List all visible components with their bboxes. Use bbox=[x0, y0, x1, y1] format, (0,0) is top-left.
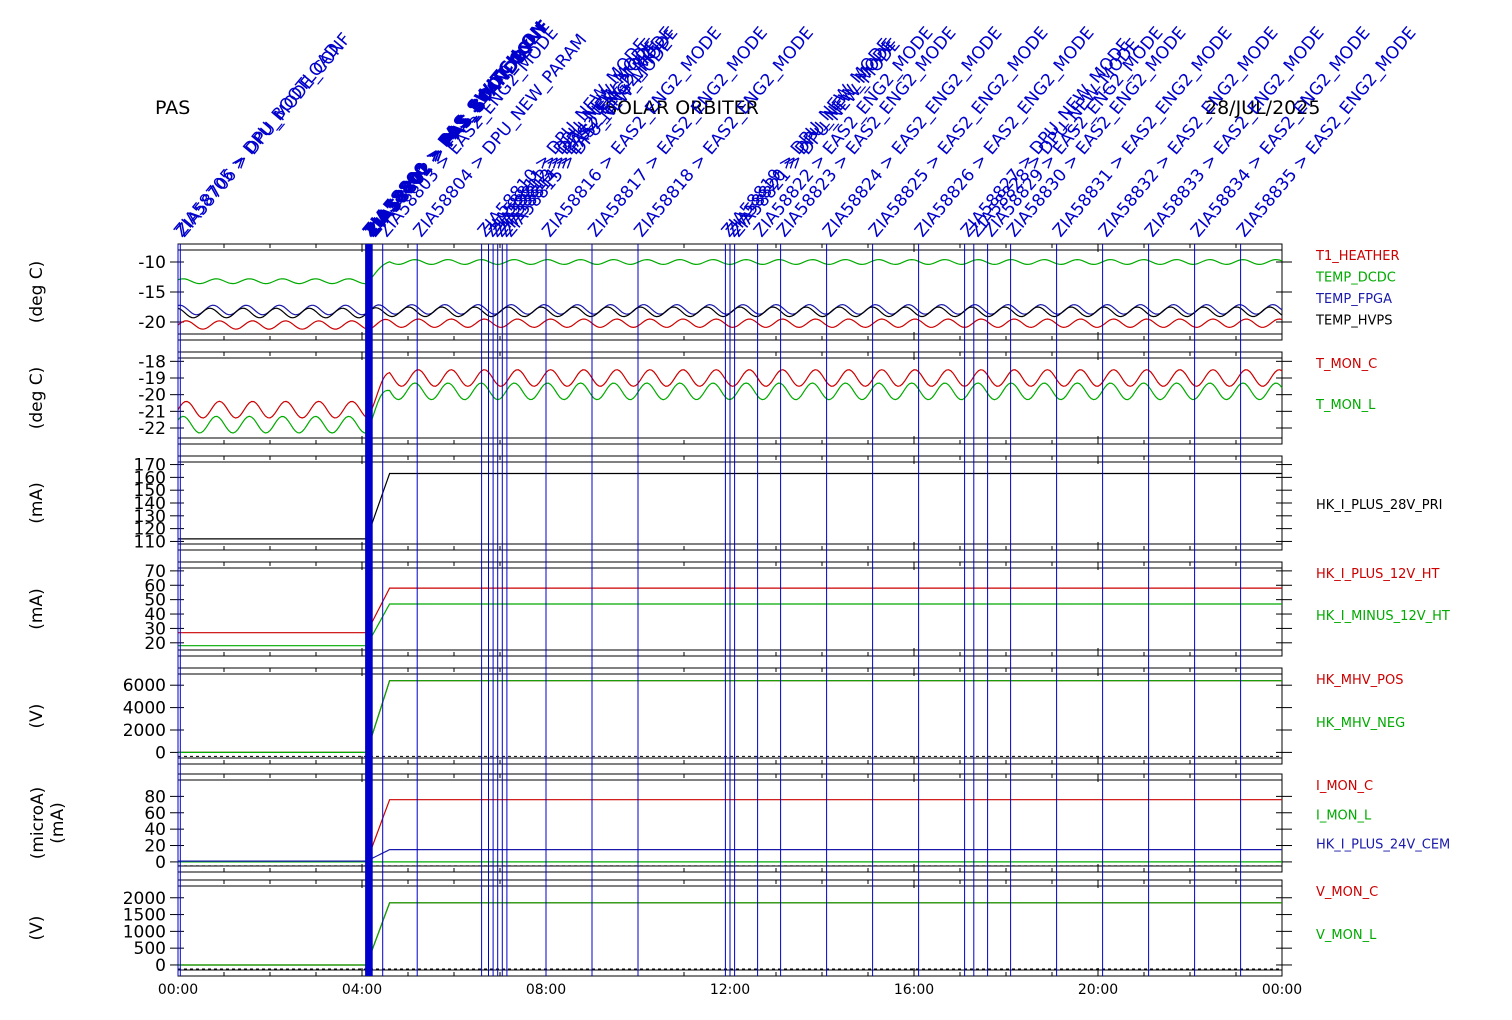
y-tick-label: 0 bbox=[155, 956, 166, 976]
y-tick-label: 130 bbox=[134, 507, 166, 527]
x-tick-label: 16:00 bbox=[894, 982, 934, 998]
y-tick-label: 40 bbox=[144, 820, 166, 840]
y-tick-label: -22 bbox=[138, 419, 166, 439]
x-tick-label: 08:00 bbox=[526, 982, 566, 998]
y-tick-label: 110 bbox=[134, 532, 166, 552]
y-tick-label: 120 bbox=[134, 520, 166, 540]
y-tick-label: 160 bbox=[134, 468, 166, 488]
legend-temp_dcdc: TEMP_DCDC bbox=[1315, 271, 1396, 286]
legend-hk_mhv_neg: HK_MHV_NEG bbox=[1316, 716, 1405, 731]
y-axis-label: (deg C) bbox=[27, 261, 47, 324]
y-tick-label: -10 bbox=[138, 253, 166, 273]
legend-hk_i_plus_12v_ht: HK_I_PLUS_12V_HT bbox=[1316, 567, 1440, 582]
y-tick-label: 1000 bbox=[123, 922, 166, 942]
x-tick-label: 00:00 bbox=[1262, 982, 1302, 998]
x-tick-label: 04:00 bbox=[342, 982, 382, 998]
y-axis-label: (microA) bbox=[28, 787, 48, 860]
legend-t1_heather: T1_HEATHER bbox=[1315, 249, 1400, 264]
event-label: ZIA58706 > DPU_MODE_CONF bbox=[173, 29, 355, 241]
legend-temp_hvps: TEMP_HVPS bbox=[1315, 314, 1392, 329]
legend-i_mon_c: I_MON_C bbox=[1316, 779, 1373, 794]
x-tick-label: 12:00 bbox=[710, 982, 750, 998]
legend-t_mon_c: T_MON_C bbox=[1315, 357, 1377, 372]
y-tick-label: 50 bbox=[144, 591, 166, 611]
legend-hk_i_plus_28v_pri: HK_I_PLUS_28V_PRI bbox=[1316, 498, 1442, 513]
legend-t_mon_l: T_MON_L bbox=[1315, 398, 1376, 413]
y-tick-label: -15 bbox=[138, 283, 166, 303]
mission-title: SOLAR ORBITER bbox=[605, 97, 759, 119]
y-tick-label: 0 bbox=[155, 853, 166, 873]
y-tick-label: 6000 bbox=[123, 676, 166, 696]
y-tick-label: 2000 bbox=[123, 889, 166, 909]
y-tick-label: 30 bbox=[144, 619, 166, 639]
y-tick-label: -19 bbox=[138, 369, 166, 389]
panel-1: -10 -15 -20 (deg C) T1_HEATHER TEMP_DCDC TEMP_… bbox=[27, 243, 1400, 341]
y-axis-label: (V) bbox=[27, 916, 47, 941]
legend-v_mon_c: V_MON_C bbox=[1316, 885, 1378, 900]
y-tick-label: 2000 bbox=[123, 721, 166, 741]
y-axis-label: (V) bbox=[27, 704, 47, 729]
y-tick-label: 60 bbox=[144, 804, 166, 824]
date-title: 28/JUL/2025 bbox=[1205, 97, 1321, 119]
y-tick-label: 40 bbox=[144, 605, 166, 625]
y-tick-label: 1500 bbox=[123, 906, 166, 926]
y-axis-label: (mA) bbox=[27, 588, 47, 629]
y-tick-label: -20 bbox=[138, 313, 166, 333]
y-tick-label: 500 bbox=[134, 939, 166, 959]
legend-i_mon_l: I_MON_L bbox=[1316, 808, 1372, 823]
y-tick-label: 150 bbox=[134, 481, 166, 501]
y-tick-label: -21 bbox=[138, 402, 166, 422]
y-tick-label: -20 bbox=[138, 386, 166, 406]
event-label: ZIA58821 > DPU_NEW_MODE bbox=[727, 35, 905, 241]
y-tick-label: 20 bbox=[144, 634, 166, 654]
legend-v_mon_l: V_MON_L bbox=[1316, 928, 1377, 943]
y-tick-label: 60 bbox=[144, 576, 166, 596]
y-tick-label: -18 bbox=[138, 352, 166, 372]
y-tick-label: 80 bbox=[144, 787, 166, 807]
y-tick-label: 70 bbox=[144, 562, 166, 582]
y-tick-label: 0 bbox=[155, 743, 166, 763]
x-tick-label: 20:00 bbox=[1078, 982, 1118, 998]
legend-hk_i_minus_12v_ht: HK_I_MINUS_12V_HT bbox=[1316, 609, 1450, 624]
legend-temp_fpga: TEMP_FPGA bbox=[1315, 292, 1392, 307]
legend-hk_i_plus_24v_cem: HK_I_PLUS_24V_CEM bbox=[1316, 838, 1450, 853]
legend-hk_mhv_pos: HK_MHV_POS bbox=[1316, 673, 1404, 688]
panel-2: -18-19-20-21-22 (deg C) T_MON_C T_MON_L bbox=[27, 351, 1377, 445]
y-tick-label: 20 bbox=[144, 837, 166, 857]
y-axis-label: (mA) bbox=[27, 482, 47, 523]
y-tick-label: 170 bbox=[134, 456, 166, 476]
y-tick-label: 4000 bbox=[123, 699, 166, 719]
y-axis-label: (mA) bbox=[48, 802, 68, 843]
y-axis-label: (deg C) bbox=[27, 367, 47, 430]
x-tick-label: 00:00 bbox=[158, 982, 198, 998]
y-tick-label: 140 bbox=[134, 494, 166, 514]
instrument-title: PAS bbox=[155, 97, 191, 119]
